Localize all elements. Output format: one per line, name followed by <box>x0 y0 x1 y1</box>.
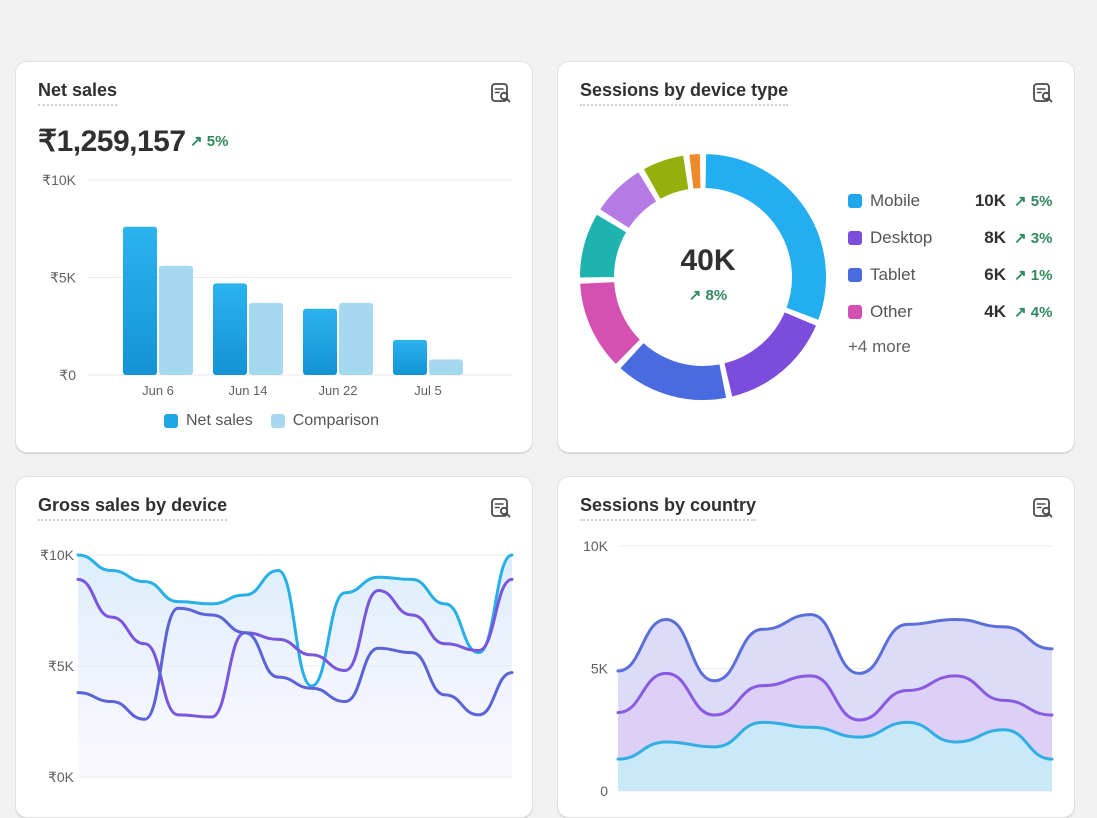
bar-net-sales <box>393 339 427 375</box>
y-tick-label: ₹0K <box>48 769 75 785</box>
bar-comparison <box>339 302 373 375</box>
y-tick-label: 10K <box>583 538 609 554</box>
y-tick-label: ₹10K <box>40 547 74 563</box>
sessions-device-title[interactable]: Sessions by device type <box>580 80 789 106</box>
device-value: 10K <box>974 191 1006 210</box>
line-series-1 <box>76 577 514 719</box>
sessions-country-area-chart: 10K 5K 0 <box>583 538 1054 799</box>
net-sales-delta: ↗ 5% <box>190 133 229 150</box>
net-sales-bar-chart: ₹10K ₹5K ₹0 Jun 6 Jun 14 Jun 22 Jul 5 <box>42 172 512 398</box>
gross-sales-line-chart: ₹10K ₹5K ₹0K <box>40 547 514 785</box>
x-tick-label: Jul 5 <box>414 383 441 398</box>
device-swatch-tablet <box>848 268 862 282</box>
search-analytics-icon[interactable] <box>1032 82 1054 104</box>
legend-label-net-sales: Net sales <box>186 412 253 429</box>
bar-comparison <box>249 302 283 375</box>
gross-sales-title[interactable]: Gross sales by device <box>38 495 228 521</box>
donut-total-delta: ↗ 8% <box>688 287 728 304</box>
bar-comparison <box>159 265 193 375</box>
bar-comparison <box>429 359 463 375</box>
gross-sales-card: Gross sales by device ₹10K ₹5K ₹0K <box>15 476 533 818</box>
line-series-2 <box>76 606 514 721</box>
x-tick-label: Jun 22 <box>318 383 357 398</box>
bar-net-sales <box>213 283 247 375</box>
device-row-desktop[interactable]: Desktop 8K ↗ 3% <box>848 226 1058 250</box>
legend-swatch-comparison <box>270 414 285 428</box>
device-delta: ↗ 1% <box>1014 267 1053 284</box>
device-value: 4K <box>984 302 1006 321</box>
sessions-device-card: Sessions by device type 40K ↗ 8% Mobile … <box>557 61 1075 453</box>
device-name: Mobile <box>870 191 921 210</box>
y-tick-label: ₹10K <box>42 172 76 188</box>
device-row-other[interactable]: Other 4K ↗ 4% <box>848 300 1058 324</box>
device-delta: ↗ 3% <box>1014 230 1053 247</box>
area-line-0 <box>616 613 1054 683</box>
bar-net-sales <box>303 308 337 375</box>
device-delta: ↗ 5% <box>1014 193 1053 210</box>
net-sales-card: Net sales ₹1,259,157 ↗ 5% ₹10K ₹5K ₹0 Jun 6… <box>15 61 533 453</box>
area-line-2 <box>616 720 1054 761</box>
device-name: Tablet <box>870 265 916 284</box>
line-area-fill <box>78 555 512 777</box>
device-name: Desktop <box>870 228 933 247</box>
donut-total: 40K <box>680 244 736 277</box>
device-swatch-other <box>848 305 862 319</box>
donut-slice-desktop <box>722 310 819 399</box>
x-tick-label: Jun 14 <box>228 383 267 398</box>
device-swatch-mobile <box>848 194 862 208</box>
donut-slice-other <box>578 280 643 367</box>
device-row-mobile[interactable]: Mobile 10K ↗ 5% <box>848 189 1058 213</box>
area-line-1 <box>616 671 1054 722</box>
device-swatch-desktop <box>848 231 862 245</box>
search-analytics-icon[interactable] <box>1032 497 1054 519</box>
sessions-country-title[interactable]: Sessions by country <box>580 495 757 521</box>
device-value: 8K <box>984 228 1006 247</box>
net-sales-value: ₹1,259,157 <box>38 125 186 158</box>
device-delta: ↗ 4% <box>1014 304 1053 321</box>
sessions-country-card: Sessions by country 10K 5K 0 <box>557 476 1075 818</box>
legend-label-comparison: Comparison <box>292 412 379 429</box>
search-analytics-icon[interactable] <box>490 497 512 519</box>
legend-swatch-net-sales <box>164 414 178 428</box>
y-tick-label: ₹0 <box>59 367 76 383</box>
search-analytics-icon[interactable] <box>490 82 512 104</box>
device-name: Other <box>870 302 913 321</box>
y-tick-label: ₹5K <box>50 270 77 286</box>
y-tick-label: 0 <box>600 783 608 799</box>
area-fill-2 <box>618 722 1052 791</box>
y-tick-label: 5K <box>591 661 609 677</box>
y-tick-label: ₹5K <box>48 658 75 674</box>
net-sales-legend: Net sales Comparison <box>164 412 379 430</box>
donut-slice-segment-4 <box>578 212 629 280</box>
device-row-tablet[interactable]: Tablet 6K ↗ 1% <box>848 263 1058 287</box>
line-series-0 <box>76 553 514 688</box>
device-donut-chart <box>578 152 828 402</box>
donut-slice-segment-6 <box>641 153 691 202</box>
donut-slice-segment-7 <box>687 152 703 191</box>
more-devices-link[interactable]: +4 more <box>848 337 911 356</box>
x-tick-label: Jun 6 <box>142 383 174 398</box>
donut-slice-mobile <box>703 152 828 323</box>
donut-slice-tablet <box>618 340 729 402</box>
bar-net-sales <box>123 226 157 375</box>
device-value: 6K <box>984 265 1006 284</box>
donut-slice-segment-5 <box>597 169 659 231</box>
net-sales-title[interactable]: Net sales <box>38 80 118 106</box>
